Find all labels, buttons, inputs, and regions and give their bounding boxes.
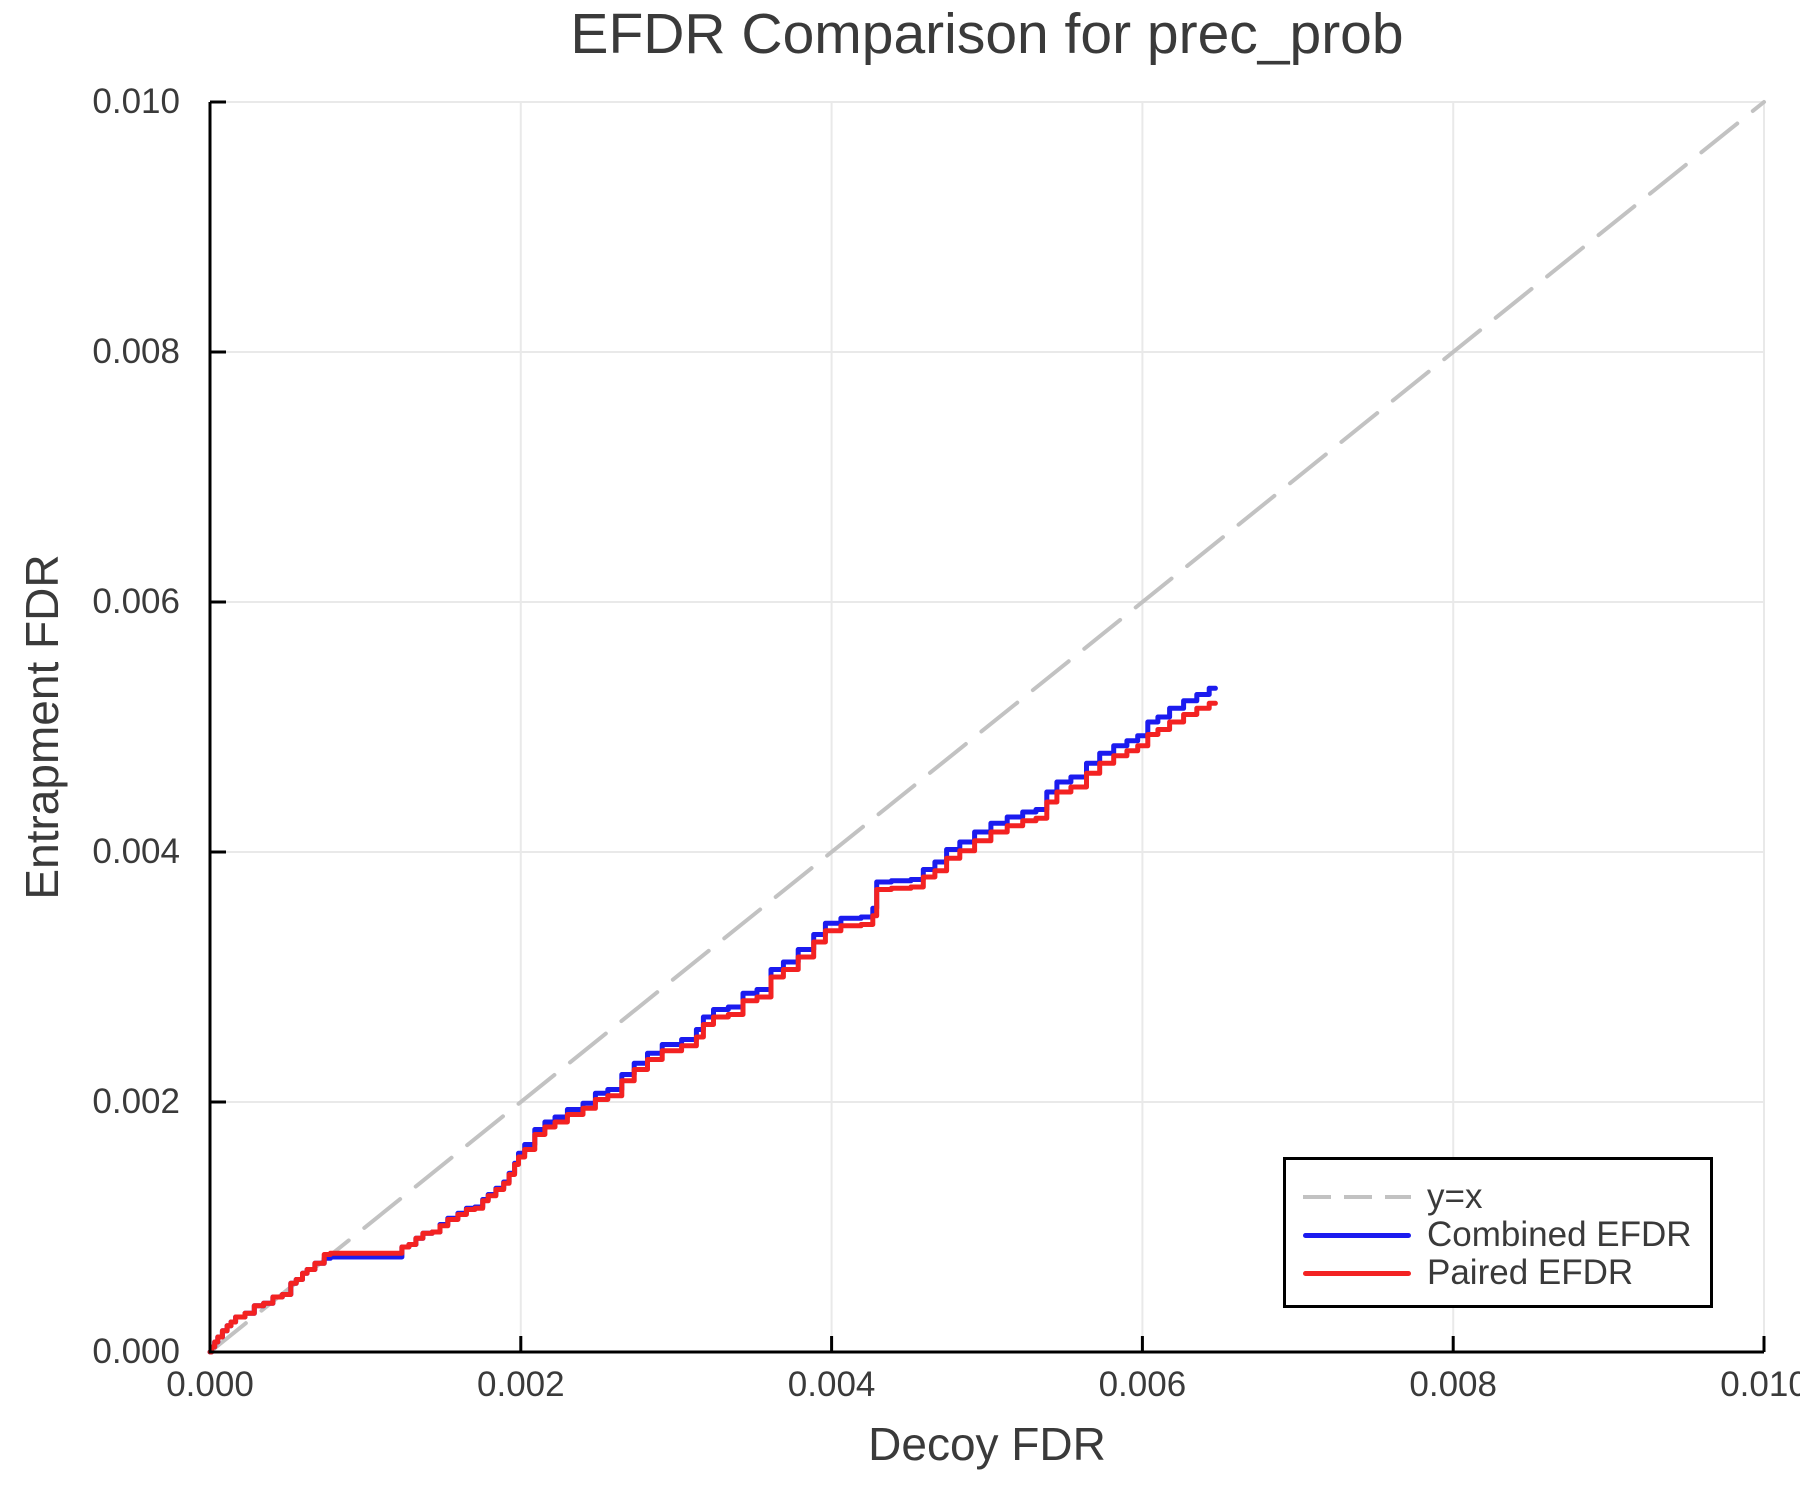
- legend-label-paired: Paired EFDR: [1427, 1253, 1634, 1292]
- x-tick-label-4: 0.008: [1409, 1365, 1497, 1404]
- legend-item-identity: y=x: [1286, 1177, 1710, 1216]
- legend-label-identity: y=x: [1427, 1177, 1483, 1216]
- x-tick-label-1: 0.002: [477, 1365, 565, 1404]
- x-tick-label-5: 0.010: [1720, 1365, 1800, 1404]
- legend-item-combined: Combined EFDR: [1286, 1215, 1710, 1254]
- identity-line-sample: [1303, 1195, 1411, 1199]
- y-tick-label-0: 0.000: [92, 1332, 180, 1371]
- x-tick-label-3: 0.006: [1098, 1365, 1187, 1404]
- y-tick-label-3: 0.006: [92, 582, 180, 621]
- y-tick-label-1: 0.002: [92, 1082, 180, 1121]
- chart-title: EFDR Comparison for prec_prob: [570, 2, 1404, 66]
- x-tick-label-2: 0.004: [787, 1365, 876, 1404]
- legend-label-combined: Combined EFDR: [1427, 1215, 1692, 1254]
- paired-efdr-line: [207, 700, 1218, 1355]
- y-tick-label-4: 0.008: [92, 332, 180, 371]
- x-tick-label-0: 0.000: [166, 1365, 254, 1404]
- paired-efdr-line-sample: [1303, 1270, 1411, 1276]
- y-tick-label-2: 0.004: [92, 832, 180, 871]
- legend: y=x Combined EFDR Paired EFDR: [1283, 1157, 1713, 1308]
- combined-efdr-line-sample: [1303, 1232, 1411, 1238]
- y-axis-label: Entrapment FDR: [16, 554, 68, 900]
- legend-item-paired: Paired EFDR: [1286, 1253, 1710, 1292]
- x-axis-label: Decoy FDR: [868, 1418, 1106, 1470]
- identity-line: [208, 100, 1766, 1354]
- y-tick-label-5: 0.010: [92, 82, 180, 121]
